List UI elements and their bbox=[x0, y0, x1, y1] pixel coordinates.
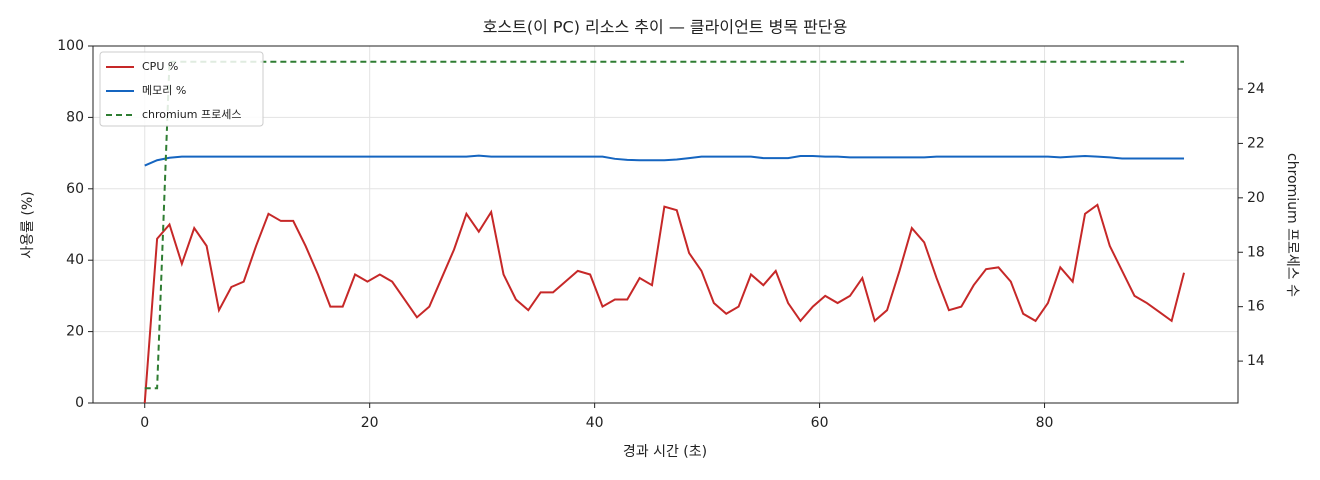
y2-tick-label: 14 bbox=[1247, 353, 1265, 369]
plot-frame bbox=[92, 45, 1239, 404]
x-tick-label: 80 bbox=[1036, 415, 1054, 431]
y-tick-label: 0 bbox=[75, 395, 84, 411]
y-tick-label: 20 bbox=[66, 324, 84, 340]
x-tick-label: 20 bbox=[361, 415, 379, 431]
y-tick-label: 60 bbox=[66, 181, 84, 197]
chart-title: 호스트(이 PC) 리소스 추이 — 클라이언트 병목 판단용 bbox=[483, 18, 848, 37]
y-axis-label: 사용률 (%) bbox=[20, 191, 36, 258]
legend-label: chromium 프로세스 bbox=[142, 108, 241, 121]
x-axis-label: 경과 시간 (초) bbox=[623, 444, 707, 460]
legend-box bbox=[99, 51, 264, 127]
y-tick-label: 100 bbox=[57, 38, 84, 54]
y2-tick-label: 22 bbox=[1247, 135, 1265, 151]
series-line bbox=[144, 154, 1185, 167]
y-tick-label: 80 bbox=[66, 109, 84, 125]
y2-axis-label: chromium 프로세스 수 bbox=[1284, 153, 1300, 297]
x-tick-label: 40 bbox=[586, 415, 604, 431]
y-tick-label: 40 bbox=[66, 252, 84, 268]
y2-tick-label: 24 bbox=[1247, 81, 1265, 97]
y2-tick-label: 20 bbox=[1247, 190, 1265, 206]
y2-tick-label: 18 bbox=[1247, 244, 1265, 260]
legend-label: 메모리 % bbox=[142, 84, 186, 97]
series-line bbox=[144, 60, 1185, 390]
y2-tick-label: 16 bbox=[1247, 299, 1265, 315]
series-line bbox=[143, 203, 1185, 404]
x-tick-label: 60 bbox=[811, 415, 829, 431]
legend-label: CPU % bbox=[142, 60, 178, 73]
x-tick-label: 0 bbox=[140, 415, 149, 431]
